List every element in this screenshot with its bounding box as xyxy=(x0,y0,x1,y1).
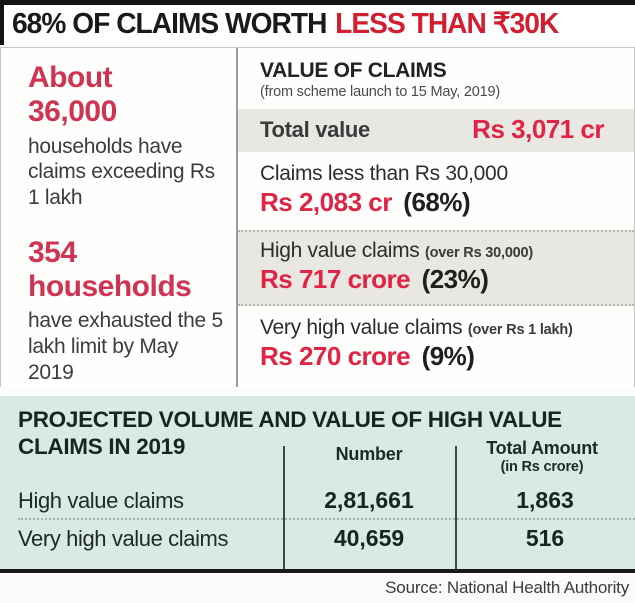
section-subheading: (from scheme launch to 15 May, 2019) xyxy=(260,84,500,100)
table-heading: PROJECTED VOLUME AND VALUE OF HIGH VALUE… xyxy=(18,407,562,459)
headline: 68% OF CLAIMS WORTH LESS THAN ₹30K xyxy=(12,6,559,41)
stat-number: 354 households xyxy=(28,235,192,303)
headline-bar: 68% OF CLAIMS WORTH LESS THAN ₹30K xyxy=(0,0,635,45)
stat-households-exhausted: 354 households have exhausted the 5 lakh… xyxy=(28,236,228,386)
claims-item-value: Rs 2,083 cr xyxy=(260,187,392,217)
table-column-divider xyxy=(455,446,457,569)
row-number: 40,659 xyxy=(333,525,405,552)
stats-panel: About 36,000 households have claims exce… xyxy=(0,47,635,387)
claims-item-label: Claims less than Rs 30,000 xyxy=(260,162,508,185)
claims-item-label: Very high value claims xyxy=(260,316,463,339)
stat-households-claims: About 36,000 households have claims exce… xyxy=(28,61,228,211)
claims-item-share: (68%) xyxy=(403,187,471,217)
claims-item-share: (23%) xyxy=(421,264,489,294)
table-column-divider xyxy=(283,446,285,569)
total-value-label: Total value xyxy=(260,116,370,142)
source-credit: Source: National Health Authority xyxy=(385,578,629,597)
row-label: High value claims xyxy=(18,487,184,513)
row-label: Very high value claims xyxy=(18,525,229,551)
stat-description: have exhausted the 5 lakh limit by May 2… xyxy=(28,309,223,384)
row-amount: 1,863 xyxy=(516,487,574,514)
row-amount: 516 xyxy=(525,525,565,552)
claims-item-share: (9%) xyxy=(421,341,475,371)
headline-red-part: LESS THAN ₹30K xyxy=(335,8,559,40)
stat-description: households have claims exceeding Rs 1 la… xyxy=(28,134,215,209)
table-rows: High value claims 2,81,661 1,863 Very hi… xyxy=(18,483,635,557)
claims-item-low: Claims less than Rs 30,000 Rs 2,083 cr (… xyxy=(238,155,634,227)
left-stats-column: About 36,000 households have claims exce… xyxy=(1,48,236,387)
claims-item-label: High value claims xyxy=(260,239,420,262)
claims-item-high: High value claims (over Rs 30,000) Rs 71… xyxy=(238,230,634,306)
claims-item-note: (over Rs 1 lakh) xyxy=(467,322,573,338)
projected-claims-table: PROJECTED VOLUME AND VALUE OF HIGH VALUE… xyxy=(0,396,635,573)
table-row: Very high value claims 40,659 516 xyxy=(18,520,635,557)
value-of-claims-column: VALUE OF CLAIMS (from scheme launch to 1… xyxy=(236,48,634,387)
row-number: 2,81,661 xyxy=(324,487,414,514)
claims-item-note: (over Rs 30,000) xyxy=(425,245,534,261)
column-header-number: Number xyxy=(335,444,403,464)
headline-black-part: 68% OF CLAIMS WORTH xyxy=(12,8,327,40)
claims-item-value: Rs 270 crore xyxy=(260,341,411,371)
stat-number: About 36,000 xyxy=(28,61,117,128)
column-header-total-amount: Total Amount (in Rs crore) xyxy=(486,438,598,475)
total-value-amount: Rs 3,071 cr xyxy=(472,114,604,144)
total-value-row: Total value Rs 3,071 cr xyxy=(238,109,634,152)
claims-item-value: Rs 717 crore xyxy=(260,264,411,294)
table-row: High value claims 2,81,661 1,863 xyxy=(18,483,635,521)
claims-item-very-high: Very high value claims (over Rs 1 lakh) … xyxy=(238,309,634,381)
section-heading: VALUE OF CLAIMS xyxy=(260,59,447,82)
